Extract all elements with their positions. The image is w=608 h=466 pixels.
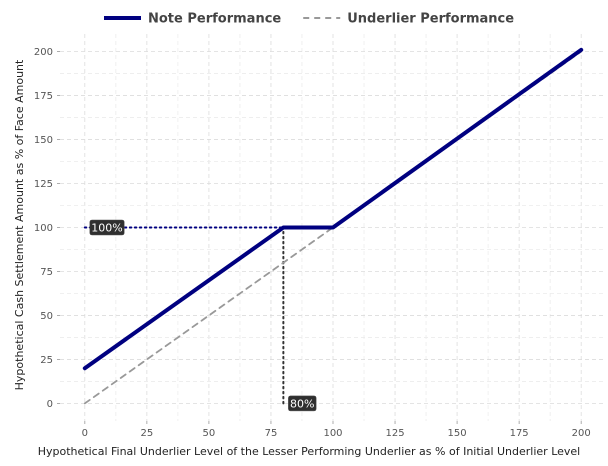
callout-annotation: 100%: [89, 219, 125, 236]
y-axis-title: Hypothetical Cash Settlement Amount as %…: [13, 59, 26, 390]
callout-text: 100%: [91, 222, 122, 235]
legend: Note Performance Underlier Performance: [104, 12, 514, 27]
axes: 0 25 50 75 100 125 150 175 200 0 25 50 75 100 125 150 17…: [34, 47, 591, 439]
callout-text: 80%: [290, 397, 314, 410]
y-tick-label: 125: [34, 179, 53, 190]
x-tick-label: 75: [265, 428, 278, 439]
legend-item: Underlier Performance: [303, 12, 514, 27]
note-performance-line: [82, 47, 584, 371]
reference-lines: [83, 226, 285, 405]
y-tick-label: 100: [34, 223, 53, 234]
x-tick-label: 150: [448, 428, 467, 439]
x-tick-label: 50: [203, 428, 216, 439]
series-lines: [82, 47, 584, 405]
x-tick-label: 200: [572, 428, 591, 439]
callout-box: [89, 219, 125, 236]
legend-label: Note Performance: [148, 12, 281, 27]
grid: [60, 34, 606, 421]
y-tick-label: 200: [34, 47, 53, 58]
y-tick-label: 50: [40, 311, 53, 322]
y-tick-label: 0: [47, 399, 53, 410]
y-tick-label: 75: [40, 267, 53, 278]
x-tick-label: 125: [385, 428, 404, 439]
annotations: 100% 80%: [89, 219, 317, 412]
legend-label: Underlier Performance: [347, 12, 514, 27]
y-tick-label: 175: [34, 91, 53, 102]
x-axis-title: Hypothetical Final Underlier Level of th…: [38, 445, 581, 458]
callout-annotation: 80%: [288, 395, 317, 412]
callout-box: [288, 395, 317, 412]
x-tick-label: 25: [140, 428, 153, 439]
y-tick-label: 25: [40, 355, 53, 366]
y-tick-label: 150: [34, 135, 53, 146]
x-tick-label: 0: [82, 428, 88, 439]
legend-item: Note Performance: [104, 12, 281, 27]
x-tick-label: 175: [510, 428, 529, 439]
x-tick-label: 100: [323, 428, 342, 439]
